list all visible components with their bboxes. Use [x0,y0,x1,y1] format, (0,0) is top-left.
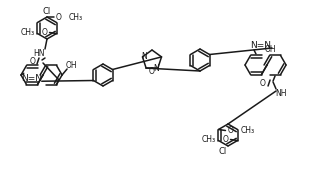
Text: CH₃: CH₃ [69,13,83,21]
Text: N: N [153,64,159,73]
Text: CH₃: CH₃ [241,126,255,135]
Text: N=N: N=N [21,74,42,83]
Text: O: O [149,68,155,76]
Text: O: O [30,58,36,66]
Text: O: O [41,28,47,37]
Text: O: O [222,135,228,144]
Text: N: N [142,52,147,61]
Text: OH: OH [65,62,77,70]
Text: CH₃: CH₃ [202,135,216,144]
Text: CH₃: CH₃ [20,28,35,37]
Text: O: O [227,126,233,135]
Text: N=N: N=N [251,41,271,50]
Text: OH: OH [264,45,276,54]
Text: O: O [56,13,62,21]
Text: HN: HN [33,48,45,58]
Text: Cl: Cl [43,7,51,17]
Text: NH: NH [275,88,287,98]
Text: O: O [260,78,266,88]
Text: Cl: Cl [219,147,227,155]
